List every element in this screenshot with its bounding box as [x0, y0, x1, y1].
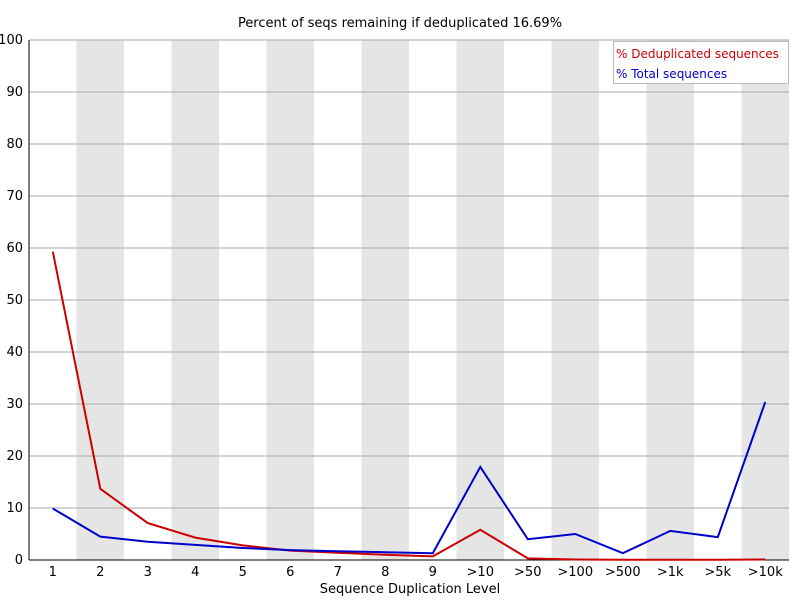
x-axis-label: Sequence Duplication Level: [319, 582, 501, 597]
y-tick-label: 80: [6, 137, 23, 152]
x-tick-label: >5k: [704, 565, 731, 580]
x-tick-label: 9: [429, 565, 437, 580]
chart-title: Percent of seqs remaining if deduplicate…: [237, 16, 563, 31]
x-tick-label: 3: [144, 565, 152, 580]
chart-legend: % Deduplicated sequences % Total sequenc…: [613, 41, 789, 84]
y-tick-label: 90: [6, 85, 23, 100]
x-tick-label: 2: [96, 565, 104, 580]
x-tick-label: >10: [467, 565, 494, 580]
y-tick-label: 60: [6, 241, 23, 256]
x-tick-label: 5: [239, 565, 247, 580]
y-tick-label: 70: [6, 189, 23, 204]
x-tick-label: >500: [605, 565, 641, 580]
y-tick-label: 10: [6, 501, 23, 516]
x-tick-label: 7: [334, 565, 342, 580]
x-tick-label: >1k: [657, 565, 684, 580]
gridlines: [29, 39, 789, 509]
y-tick-labels: 0 10 20 30 40 50 60 70 80 90 100: [0, 33, 23, 568]
x-tick-label: 1: [49, 565, 57, 580]
y-tick-label: 0: [15, 553, 23, 568]
x-tick-label: 6: [286, 565, 294, 580]
y-tick-label: 40: [6, 345, 23, 360]
x-tick-label: >10k: [748, 565, 783, 580]
series-line-deduplicated: [51, 251, 766, 561]
series-line-total: [52, 401, 767, 555]
y-tick-label: 100: [0, 33, 23, 48]
legend-entry-deduplicated: % Deduplicated sequences: [616, 47, 779, 61]
legend-entry-total: % Total sequences: [616, 67, 728, 81]
y-tick-label: 50: [6, 293, 23, 308]
x-tick-labels: 1 2 3 4 5 6 7 8 9 >10 >50 >100 >500 >1k >5k >10k: [49, 565, 784, 580]
series-lines: [51, 251, 767, 561]
y-tick-label: 20: [6, 449, 23, 464]
x-tick-label: >100: [557, 565, 593, 580]
x-tick-label: >50: [514, 565, 541, 580]
x-tick-label: 8: [381, 565, 389, 580]
y-tick-label: 30: [6, 397, 23, 412]
x-tick-label: 4: [191, 565, 199, 580]
